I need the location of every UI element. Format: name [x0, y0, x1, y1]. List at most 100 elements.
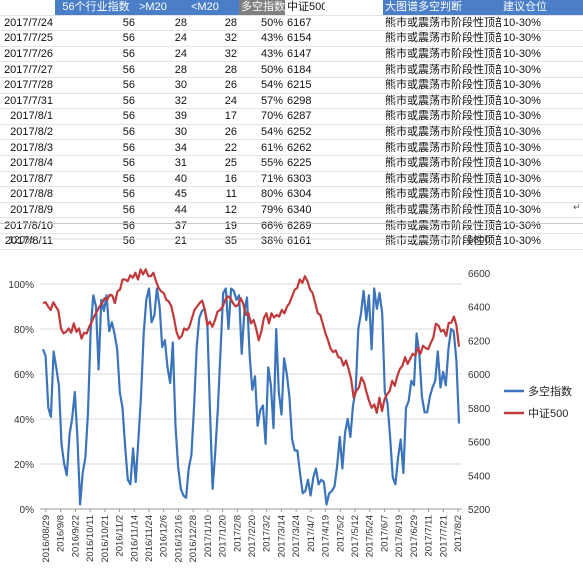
table-cell[interactable]: 10-30% — [501, 61, 583, 78]
table-cell[interactable]: 2017/7/28 — [0, 77, 55, 94]
table-cell[interactable]: 56 — [55, 186, 137, 203]
table-cell[interactable] — [325, 186, 383, 203]
table-cell[interactable]: 17 — [189, 108, 239, 125]
table-cell[interactable]: 28 — [189, 15, 239, 32]
table-cell[interactable]: 35 — [189, 233, 239, 250]
table-cell[interactable]: 31 — [137, 155, 189, 172]
table-cell[interactable]: 32 — [189, 30, 239, 47]
table-cell[interactable]: 32 — [137, 93, 189, 110]
table-cell[interactable]: 56 — [55, 108, 137, 125]
table-cell[interactable]: 2017/8/1 — [0, 108, 55, 125]
header-cell[interactable]: 56个行业指数 — [55, 0, 137, 16]
table-cell[interactable]: 56 — [55, 217, 137, 234]
table-cell[interactable]: 50% — [239, 61, 285, 78]
table-cell[interactable]: 6303 — [285, 171, 325, 188]
table-cell[interactable]: 22 — [189, 139, 239, 156]
table-cell[interactable]: 2017/8/8 — [0, 186, 55, 203]
table-cell[interactable]: 10-30% — [501, 186, 583, 203]
table-cell[interactable]: 10-30% — [501, 30, 583, 47]
table-cell[interactable]: 6161 — [285, 233, 325, 250]
table-cell[interactable]: 6147 — [285, 46, 325, 63]
table-cell[interactable]: 熊市或震荡市阶段性顶部 — [383, 233, 501, 250]
table-cell[interactable]: 2017/7/26 — [0, 46, 55, 63]
table-cell[interactable]: 28 — [137, 15, 189, 32]
table-cell[interactable]: 6287 — [285, 108, 325, 125]
table-cell[interactable]: 28 — [189, 61, 239, 78]
table-cell[interactable]: 10-30% — [501, 233, 583, 250]
table-cell[interactable]: 39 — [137, 108, 189, 125]
table-cell[interactable]: 12 — [189, 202, 239, 219]
table-cell[interactable]: 50% — [239, 15, 285, 32]
table-cell[interactable]: 2017/8/3 — [0, 139, 55, 156]
table-cell[interactable]: 56 — [55, 46, 137, 63]
table-cell[interactable]: 6215 — [285, 77, 325, 94]
table-cell[interactable]: 34 — [137, 139, 189, 156]
table-cell[interactable]: 熊市或震荡市阶段性顶部 — [383, 61, 501, 78]
table-cell[interactable]: 6262 — [285, 139, 325, 156]
table-cell[interactable]: 熊市或震荡市阶段性顶部 — [383, 46, 501, 63]
table-cell[interactable]: 56 — [55, 139, 137, 156]
header-cell[interactable]: 大图谱多空判断 — [383, 0, 501, 16]
table-cell[interactable]: 2017/7/27 — [0, 61, 55, 78]
table-cell[interactable]: 2017/8/10 — [0, 217, 55, 234]
table-cell[interactable]: 2017/8/7 — [0, 171, 55, 188]
table-cell[interactable]: 37 — [137, 217, 189, 234]
table-cell[interactable]: 10-30% — [501, 93, 583, 110]
table-cell[interactable]: 2017/8/2 — [0, 124, 55, 141]
table-cell[interactable]: 熊市或震荡市阶段性顶部 — [383, 217, 501, 234]
table-cell[interactable]: 10-30% — [501, 46, 583, 63]
table-cell[interactable]: 6225 — [285, 155, 325, 172]
table-cell[interactable] — [325, 61, 383, 78]
table-cell[interactable] — [325, 124, 383, 141]
table-cell[interactable]: 熊市或震荡市阶段性顶部 — [383, 15, 501, 32]
table-cell[interactable]: 54% — [239, 77, 285, 94]
table-cell[interactable] — [325, 155, 383, 172]
table-cell[interactable]: 10-30% — [501, 202, 583, 219]
table-cell[interactable]: 10-30% — [501, 217, 583, 234]
table-cell[interactable]: 10-30% — [501, 124, 583, 141]
table-cell[interactable]: 26 — [189, 77, 239, 94]
table-cell[interactable]: 38% — [239, 233, 285, 250]
table-cell[interactable] — [325, 202, 383, 219]
table-cell[interactable]: 80% — [239, 186, 285, 203]
table-cell[interactable]: 61% — [239, 139, 285, 156]
table-cell[interactable]: 55% — [239, 155, 285, 172]
table-cell[interactable] — [325, 139, 383, 156]
table-cell[interactable]: 6252 — [285, 124, 325, 141]
table-cell[interactable]: 28 — [137, 61, 189, 78]
header-cell[interactable] — [325, 0, 383, 16]
table-cell[interactable]: 19 — [189, 217, 239, 234]
table-cell[interactable]: 2017/7/25 — [0, 30, 55, 47]
table-cell[interactable]: 40 — [137, 171, 189, 188]
table-cell[interactable]: 2017/8/4 — [0, 155, 55, 172]
table-cell[interactable]: 11 — [189, 186, 239, 203]
table-cell[interactable] — [325, 233, 383, 250]
header-cell[interactable]: <M20 — [189, 0, 239, 16]
table-cell[interactable]: 10-30% — [501, 139, 583, 156]
table-cell[interactable]: 56 — [55, 124, 137, 141]
table-cell[interactable]: 10-30% — [501, 15, 583, 32]
table-cell[interactable]: 6289 — [285, 217, 325, 234]
table-cell[interactable]: 10-30% — [501, 77, 583, 94]
table-cell[interactable] — [325, 46, 383, 63]
table-cell[interactable]: 56 — [55, 93, 137, 110]
table-cell[interactable]: 32 — [189, 46, 239, 63]
table-cell[interactable]: 56 — [55, 15, 137, 32]
table-cell[interactable]: 24 — [189, 93, 239, 110]
table-cell[interactable]: 熊市或震荡市阶段性顶部 — [383, 202, 501, 219]
table-cell[interactable] — [325, 171, 383, 188]
table-cell[interactable]: 56 — [55, 155, 137, 172]
header-cell[interactable]: 中证500 — [285, 0, 325, 16]
table-cell[interactable]: 57% — [239, 93, 285, 110]
table-cell[interactable]: 熊市或震荡市阶段性顶部 — [383, 139, 501, 156]
table-cell[interactable]: 10-30% — [501, 171, 583, 188]
table-cell[interactable]: 2017/7/31 — [0, 93, 55, 110]
table-cell[interactable]: 10-30% — [501, 155, 583, 172]
table-cell[interactable]: 熊市或震荡市阶段性顶部 — [383, 124, 501, 141]
table-cell[interactable]: 30 — [137, 77, 189, 94]
table-cell[interactable]: 79% — [239, 202, 285, 219]
table-cell[interactable]: 56 — [55, 30, 137, 47]
table-cell[interactable]: 43% — [239, 30, 285, 47]
table-cell[interactable]: 56 — [55, 61, 137, 78]
table-cell[interactable]: 54% — [239, 124, 285, 141]
